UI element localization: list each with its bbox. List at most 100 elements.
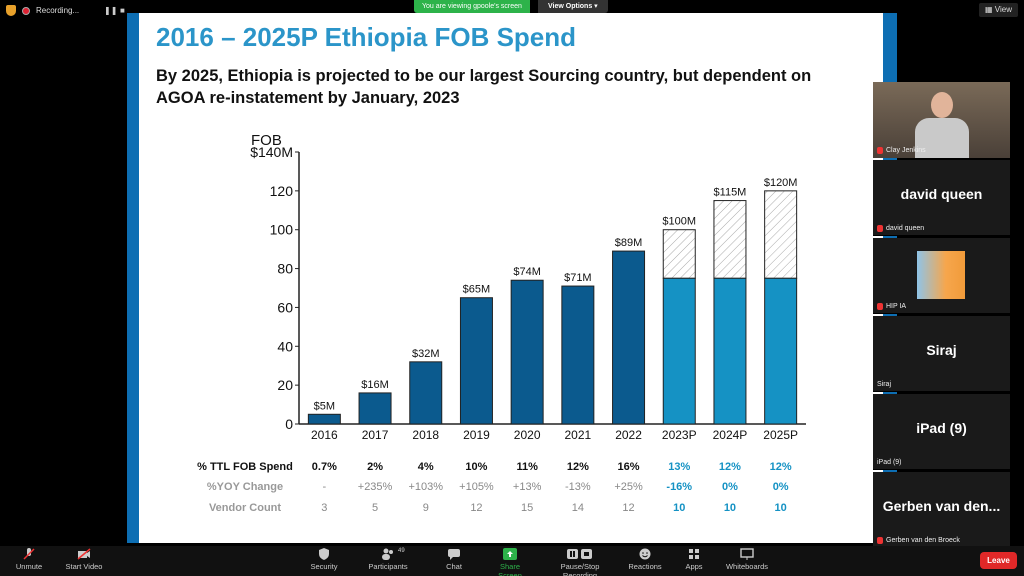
participants-count: 49	[398, 548, 405, 554]
participant-name-tag: david queen	[877, 225, 924, 232]
x-tick-label: 2016	[311, 428, 338, 442]
participants-panel: Clay Jenkins david queen david queen HIP…	[873, 82, 1010, 548]
security-label: Security	[310, 562, 338, 571]
stop-recording-icon[interactable]: ■	[120, 6, 125, 15]
x-tick-label: 2017	[362, 428, 389, 442]
shield-icon[interactable]	[6, 5, 16, 16]
participant-display-name: Gerben van den...	[882, 498, 1001, 514]
view-options-button[interactable]: View Options ▾	[538, 0, 608, 13]
bar	[764, 277, 798, 425]
yoy-cell: 0%	[722, 481, 738, 493]
data-label: $16M	[361, 379, 389, 391]
record-icon	[22, 6, 30, 15]
participant-name: Clay Jenkins	[886, 147, 926, 154]
chat-button[interactable]: Chat	[440, 548, 468, 571]
yoy-cell: -13%	[565, 481, 591, 493]
security-button[interactable]: Security	[306, 548, 342, 571]
bar	[307, 413, 341, 425]
view-button[interactable]: ▦ View	[979, 3, 1018, 17]
participants-label: Participants	[368, 562, 408, 571]
x-tick-label: 2018	[412, 428, 439, 442]
ttl-fob-cell: 12%	[770, 461, 792, 473]
apps-label: Apps	[685, 562, 703, 571]
data-label: $71M	[564, 272, 592, 284]
data-label: $115M	[714, 187, 747, 199]
video-off-icon	[77, 548, 91, 560]
y-tick-label: 120	[270, 183, 294, 199]
participant-name: david queen	[886, 225, 925, 232]
yoy-cell: +25%	[614, 481, 643, 493]
bar-projected-increment	[764, 190, 798, 279]
muted-mic-icon	[877, 147, 883, 154]
view-button-label: View	[994, 5, 1012, 14]
participant-name-tag: HIP IA	[877, 303, 906, 310]
vendor-count-cell: 15	[521, 502, 533, 514]
data-label: $74M	[513, 266, 541, 278]
reactions-button[interactable]: Reactions	[628, 548, 662, 571]
participant-tile[interactable]: HIP IA	[873, 238, 1010, 314]
apps-icon	[689, 549, 699, 559]
bar-projected-increment	[662, 229, 696, 279]
participant-name-tag: Clay Jenkins	[877, 147, 926, 154]
reactions-label: Reactions	[628, 562, 662, 571]
share-screen-button[interactable]: Share Screen	[488, 548, 532, 576]
start-video-button[interactable]: Start Video	[62, 548, 106, 571]
unmute-button[interactable]: Unmute	[12, 548, 46, 571]
muted-mic-icon	[877, 303, 883, 310]
pause-recording-icon[interactable]: ❚❚	[104, 6, 118, 15]
y-tick-label: 100	[270, 222, 294, 238]
yoy-cell: +235%	[358, 481, 393, 493]
apps-button[interactable]: Apps	[682, 548, 706, 571]
participant-tile[interactable]: iPad (9) iPad (9)	[873, 394, 1010, 470]
participant-tile[interactable]: Siraj Siraj	[873, 316, 1010, 392]
participant-tile[interactable]: david queen david queen	[873, 160, 1010, 236]
ttl-fob-cell: 11%	[516, 461, 538, 473]
whiteboard-icon	[740, 548, 754, 560]
participant-tile[interactable]: Gerben van den... Gerben van den Broeck	[873, 472, 1010, 548]
participant-name-tag: Gerben van den Broeck	[877, 537, 960, 544]
ttl-fob-cell: 0.7%	[312, 461, 337, 473]
participants-button[interactable]: Participants 49	[364, 548, 412, 571]
yoy-cell: 0%	[773, 481, 789, 493]
ttl-fob-cell: 4%	[418, 461, 434, 473]
share-screen-label: Share Screen	[498, 562, 522, 576]
participant-tile-video[interactable]: Clay Jenkins	[873, 82, 1010, 158]
vendor-count-cell: 3	[321, 502, 327, 514]
slide-subtitle: By 2025, Ethiopia is projected to be our…	[156, 67, 812, 107]
people-icon	[382, 548, 393, 560]
ttl-fob-cell: 10%	[465, 461, 487, 473]
ttl-fob-cell: 12%	[567, 461, 589, 473]
fob-spend-chart: FOB$140M 120 100 80 60 40 20 0 $5M 2016 0.7% - 3 $16M…	[197, 132, 806, 514]
bar	[662, 277, 696, 425]
recording-label: Recording...	[36, 6, 80, 15]
ttl-fob-cell: 12%	[719, 461, 741, 473]
x-tick-label: 2020	[514, 428, 541, 442]
shared-slide: 2016 – 2025P Ethiopia FOB Spend By 2025,…	[139, 13, 883, 543]
leave-button[interactable]: Leave	[980, 552, 1017, 569]
start-video-label: Start Video	[65, 562, 103, 571]
participant-name: Gerben van den Broeck	[886, 537, 960, 544]
yoy-cell: +13%	[513, 481, 542, 493]
ttl-fob-cell: 2%	[367, 461, 383, 473]
whiteboards-label: Whiteboards	[725, 562, 769, 571]
data-label: $89M	[615, 237, 643, 249]
participant-name-tag: iPad (9)	[877, 459, 902, 466]
pause-recording-button[interactable]: Pause/Stop Recording	[544, 548, 616, 576]
x-tick-label: 2022	[615, 428, 642, 442]
vendor-count-cell: 12	[470, 502, 482, 514]
chat-label: Chat	[446, 562, 462, 571]
whiteboards-button[interactable]: Whiteboards	[724, 548, 770, 571]
data-label: $65M	[463, 284, 491, 296]
y-axis-label: FOB	[251, 132, 282, 149]
data-label: $32M	[412, 348, 440, 360]
participant-display-name: david queen	[900, 186, 983, 202]
avatar	[917, 251, 965, 299]
row-label-vendor-count: Vendor Count	[209, 502, 281, 514]
muted-mic-icon	[877, 225, 883, 232]
participant-display-name: Siraj	[926, 342, 957, 358]
ttl-fob-cell: 16%	[618, 461, 640, 473]
y-tick-label: 0	[285, 416, 293, 432]
vendor-count-cell: 9	[423, 502, 429, 514]
y-tick-label: 40	[277, 338, 293, 354]
